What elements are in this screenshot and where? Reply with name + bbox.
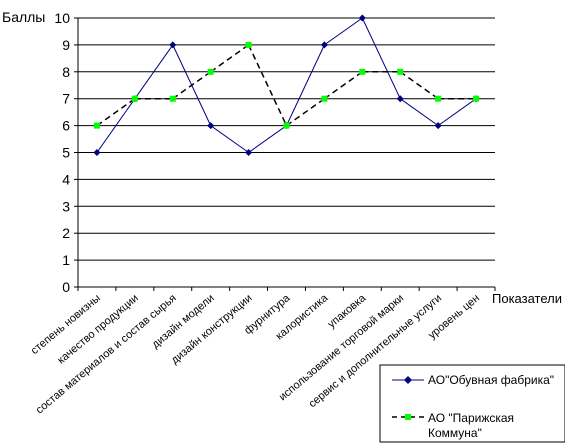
- series-segment: [286, 44, 325, 126]
- y-tick-label: 4: [62, 171, 70, 187]
- data-point: [93, 149, 101, 156]
- axes: [77, 18, 496, 291]
- data-point: [283, 122, 290, 129]
- series-segment: [96, 98, 136, 127]
- y-tick-label: 3: [62, 198, 70, 214]
- y-tick-label: 2: [62, 225, 70, 241]
- y-tick-label: 1: [62, 252, 70, 268]
- series-segment: [399, 71, 439, 100]
- x-axis-label: Показатели: [492, 291, 562, 306]
- series-segment: [399, 98, 439, 127]
- series-segment: [172, 71, 212, 100]
- data-point: [207, 122, 215, 130]
- y-axis-label: Баллы: [2, 9, 45, 25]
- legend: АО"Обувная фабрика" АО "Парижская Коммун…: [379, 364, 565, 443]
- y-tick-label: 5: [62, 145, 70, 161]
- series-lines: [93, 14, 480, 156]
- series-segment: [324, 17, 363, 46]
- series-segment: [134, 44, 174, 99]
- series-segment: [96, 98, 136, 153]
- legend-marker-diamond: [404, 376, 412, 384]
- data-point: [359, 68, 366, 75]
- data-point: [321, 95, 328, 102]
- series-segment: [247, 44, 288, 126]
- series-1: [93, 14, 480, 156]
- y-tick-labels: 0 1 2 3 4 5 6 7 8 9 10: [54, 10, 70, 295]
- series-segment: [248, 125, 287, 153]
- x-category-label: состав материалов и состав сырья: [34, 292, 179, 416]
- data-point: [320, 41, 328, 49]
- legend-marker-square: [405, 414, 411, 420]
- data-point: [207, 68, 214, 75]
- legend-entry-series-2: АО "Парижская Коммуна": [428, 411, 517, 440]
- series-segment: [210, 125, 249, 153]
- data-point: [245, 149, 253, 156]
- data-point: [397, 68, 404, 75]
- y-tick-label: 10: [54, 10, 70, 26]
- series-segment: [323, 71, 363, 100]
- data-point: [434, 122, 442, 130]
- data-point: [358, 14, 366, 22]
- data-point: [169, 95, 176, 102]
- data-point: [169, 41, 177, 49]
- data-point: [93, 122, 100, 129]
- y-tick-label: 9: [62, 37, 70, 53]
- series-segment: [286, 98, 325, 127]
- data-point: [245, 41, 252, 48]
- grid-lines: [74, 17, 495, 288]
- data-point: [435, 95, 442, 102]
- data-point: [131, 95, 138, 102]
- y-tick-label: 8: [62, 64, 70, 80]
- series-segment: [210, 44, 250, 73]
- y-tick-label: 0: [62, 279, 70, 295]
- y-tick-label: 6: [62, 118, 70, 134]
- legend-entry-series-1: АО"Обувная фабрика": [428, 373, 554, 387]
- y-tick-label: 7: [62, 91, 70, 107]
- series-segment: [361, 17, 401, 99]
- series-2: [93, 41, 480, 129]
- series-segment: [437, 98, 477, 127]
- data-point: [473, 95, 480, 102]
- data-point: [396, 95, 404, 103]
- legend-box: [379, 364, 565, 443]
